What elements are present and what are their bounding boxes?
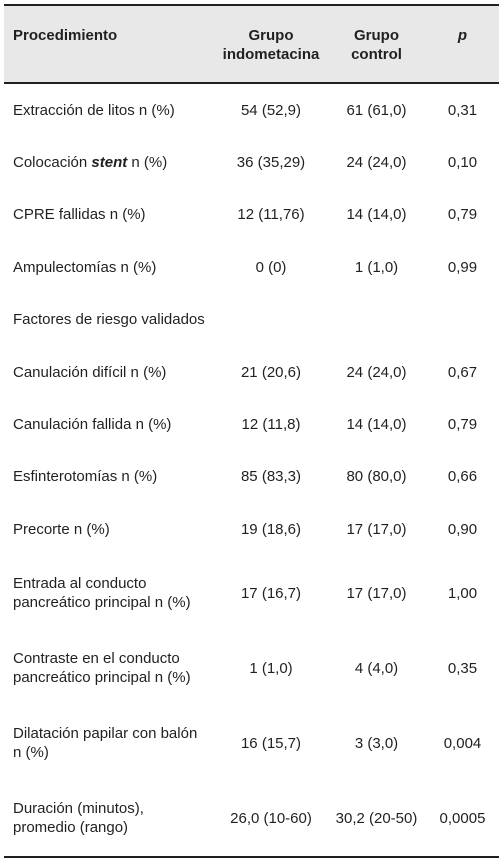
row-label-line1: Duración (minutos), [13, 800, 144, 818]
row-label-pre: Colocación [13, 154, 92, 172]
table-row: Esfinterotomías n (%) 85 (83,3) 80 (80,0… [4, 451, 499, 503]
table-top-rule [4, 4, 499, 6]
row-indometacina: 54 (52,9) [240, 101, 302, 119]
header-p: p [457, 27, 468, 44]
row-control: 30,2 (20-50) [335, 809, 418, 827]
table-header: Procedimiento Grupo indometacina Grupo c… [4, 6, 499, 84]
row-label: Colocación stent n (%) [4, 153, 215, 172]
header-procedimiento: Procedimiento [13, 27, 118, 44]
row-indometacina: 17 (16,7) [240, 584, 302, 602]
row-indometacina: 1 (1,0) [249, 659, 293, 677]
row-label: Extracción de litos n (%) [13, 101, 175, 119]
header-grupo-indometacina: Grupo indometacina [215, 6, 327, 82]
table-row: Colocación stent n (%) 36 (35,29) 24 (24… [4, 136, 499, 188]
row-p: 0,79 [447, 416, 478, 434]
table-row: Dilatación papilar con balón n (%) 16 (1… [4, 706, 499, 781]
table-row: Canulación fallida n (%) 12 (11,8) 14 (1… [4, 398, 499, 450]
row-control: 24 (24,0) [346, 154, 407, 172]
row-label: Dilatación papilar con balón n (%) [4, 724, 215, 762]
header-grupo-indometacina-line1: Grupo [248, 27, 294, 44]
row-label-line2: n (%) [13, 744, 49, 762]
row-control: 14 (14,0) [346, 416, 407, 434]
row-indometacina: 12 (11,8) [241, 416, 301, 434]
header-grupo-control-line1: Grupo [354, 27, 399, 44]
row-label-line2: pancreático principal n (%) [13, 594, 191, 612]
row-label: Duración (minutos), promedio (rango) [4, 799, 215, 837]
row-p: 0,66 [447, 468, 478, 486]
row-indometacina: 16 (15,7) [240, 734, 302, 752]
row-control: 3 (3,0) [354, 734, 399, 752]
row-p: 0,31 [447, 101, 478, 119]
row-label: Precorte n (%) [13, 520, 110, 538]
table-row: Duración (minutos), promedio (rango) 26,… [4, 781, 499, 856]
table-row: Canulación difícil n (%) 21 (20,6) 24 (2… [4, 346, 499, 398]
row-control: 61 (61,0) [346, 101, 407, 119]
row-label-line2: promedio (rango) [13, 819, 129, 837]
row-label-line2: pancreático principal n (%) [13, 669, 191, 687]
header-grupo-control: Grupo control [327, 6, 426, 82]
row-label: CPRE fallidas n (%) [13, 206, 146, 224]
row-p: 0,35 [447, 659, 478, 677]
row-indometacina: 21 (20,6) [240, 363, 302, 381]
row-label-stent: stent [91, 154, 128, 172]
table-row: Extracción de litos n (%) 54 (52,9) 61 (… [4, 84, 499, 136]
row-label: Canulación fallida n (%) [13, 416, 172, 434]
header-grupo-indometacina-line2: indometacina [222, 46, 320, 63]
row-label-line1: Dilatación papilar con balón [13, 725, 198, 743]
row-p: 0,10 [447, 154, 478, 172]
row-label: Canulación difícil n (%) [13, 363, 167, 381]
table-row: Entrada al conducto pancreático principa… [4, 556, 499, 631]
row-p: 0,67 [447, 363, 478, 381]
section-label: Factores de riesgo validados [13, 311, 205, 329]
row-indometacina: 12 (11,76) [237, 206, 305, 224]
row-label: Entrada al conducto pancreático principa… [4, 574, 215, 612]
row-label: Ampulectomías n (%) [13, 258, 157, 276]
row-control: 17 (17,0) [346, 520, 407, 538]
table-row: Precorte n (%) 19 (18,6) 17 (17,0) 0,90 [4, 503, 499, 555]
section-row: Factores de riesgo validados [4, 294, 499, 346]
row-control: 4 (4,0) [354, 659, 399, 677]
row-label-post: n (%) [127, 154, 168, 172]
row-p: 0,99 [447, 258, 478, 276]
row-p: 1,00 [447, 584, 478, 602]
row-label-line1: Contraste en el conducto [13, 650, 180, 668]
row-label: Contraste en el conducto pancreático pri… [4, 649, 215, 687]
table-row: Ampulectomías n (%) 0 (0) 1 (1,0) 0,99 [4, 241, 499, 293]
row-p: 0,0005 [439, 809, 486, 827]
row-indometacina: 36 (35,29) [236, 154, 306, 172]
table-row: CPRE fallidas n (%) 12 (11,76) 14 (14,0)… [4, 189, 499, 241]
row-indometacina: 26,0 (10-60) [230, 809, 312, 827]
table-bottom-rule [4, 855, 499, 858]
row-control: 24 (24,0) [346, 363, 407, 381]
row-control: 17 (17,0) [346, 584, 407, 602]
table-row: Contraste en el conducto pancreático pri… [4, 631, 499, 706]
row-p: 0,90 [447, 520, 478, 538]
row-indometacina: 19 (18,6) [240, 520, 302, 538]
row-control: 14 (14,0) [346, 206, 407, 224]
row-label-line1: Entrada al conducto [13, 575, 147, 593]
procedures-table: Procedimiento Grupo indometacina Grupo c… [4, 4, 499, 858]
row-indometacina: 85 (83,3) [240, 468, 302, 486]
row-control: 80 (80,0) [346, 468, 407, 486]
row-control: 1 (1,0) [354, 258, 399, 276]
row-p: 0,004 [443, 734, 482, 752]
header-grupo-control-line2: control [351, 46, 402, 63]
row-label: Esfinterotomías n (%) [13, 468, 158, 486]
row-p: 0,79 [447, 206, 478, 224]
row-indometacina: 0 (0) [255, 258, 287, 276]
